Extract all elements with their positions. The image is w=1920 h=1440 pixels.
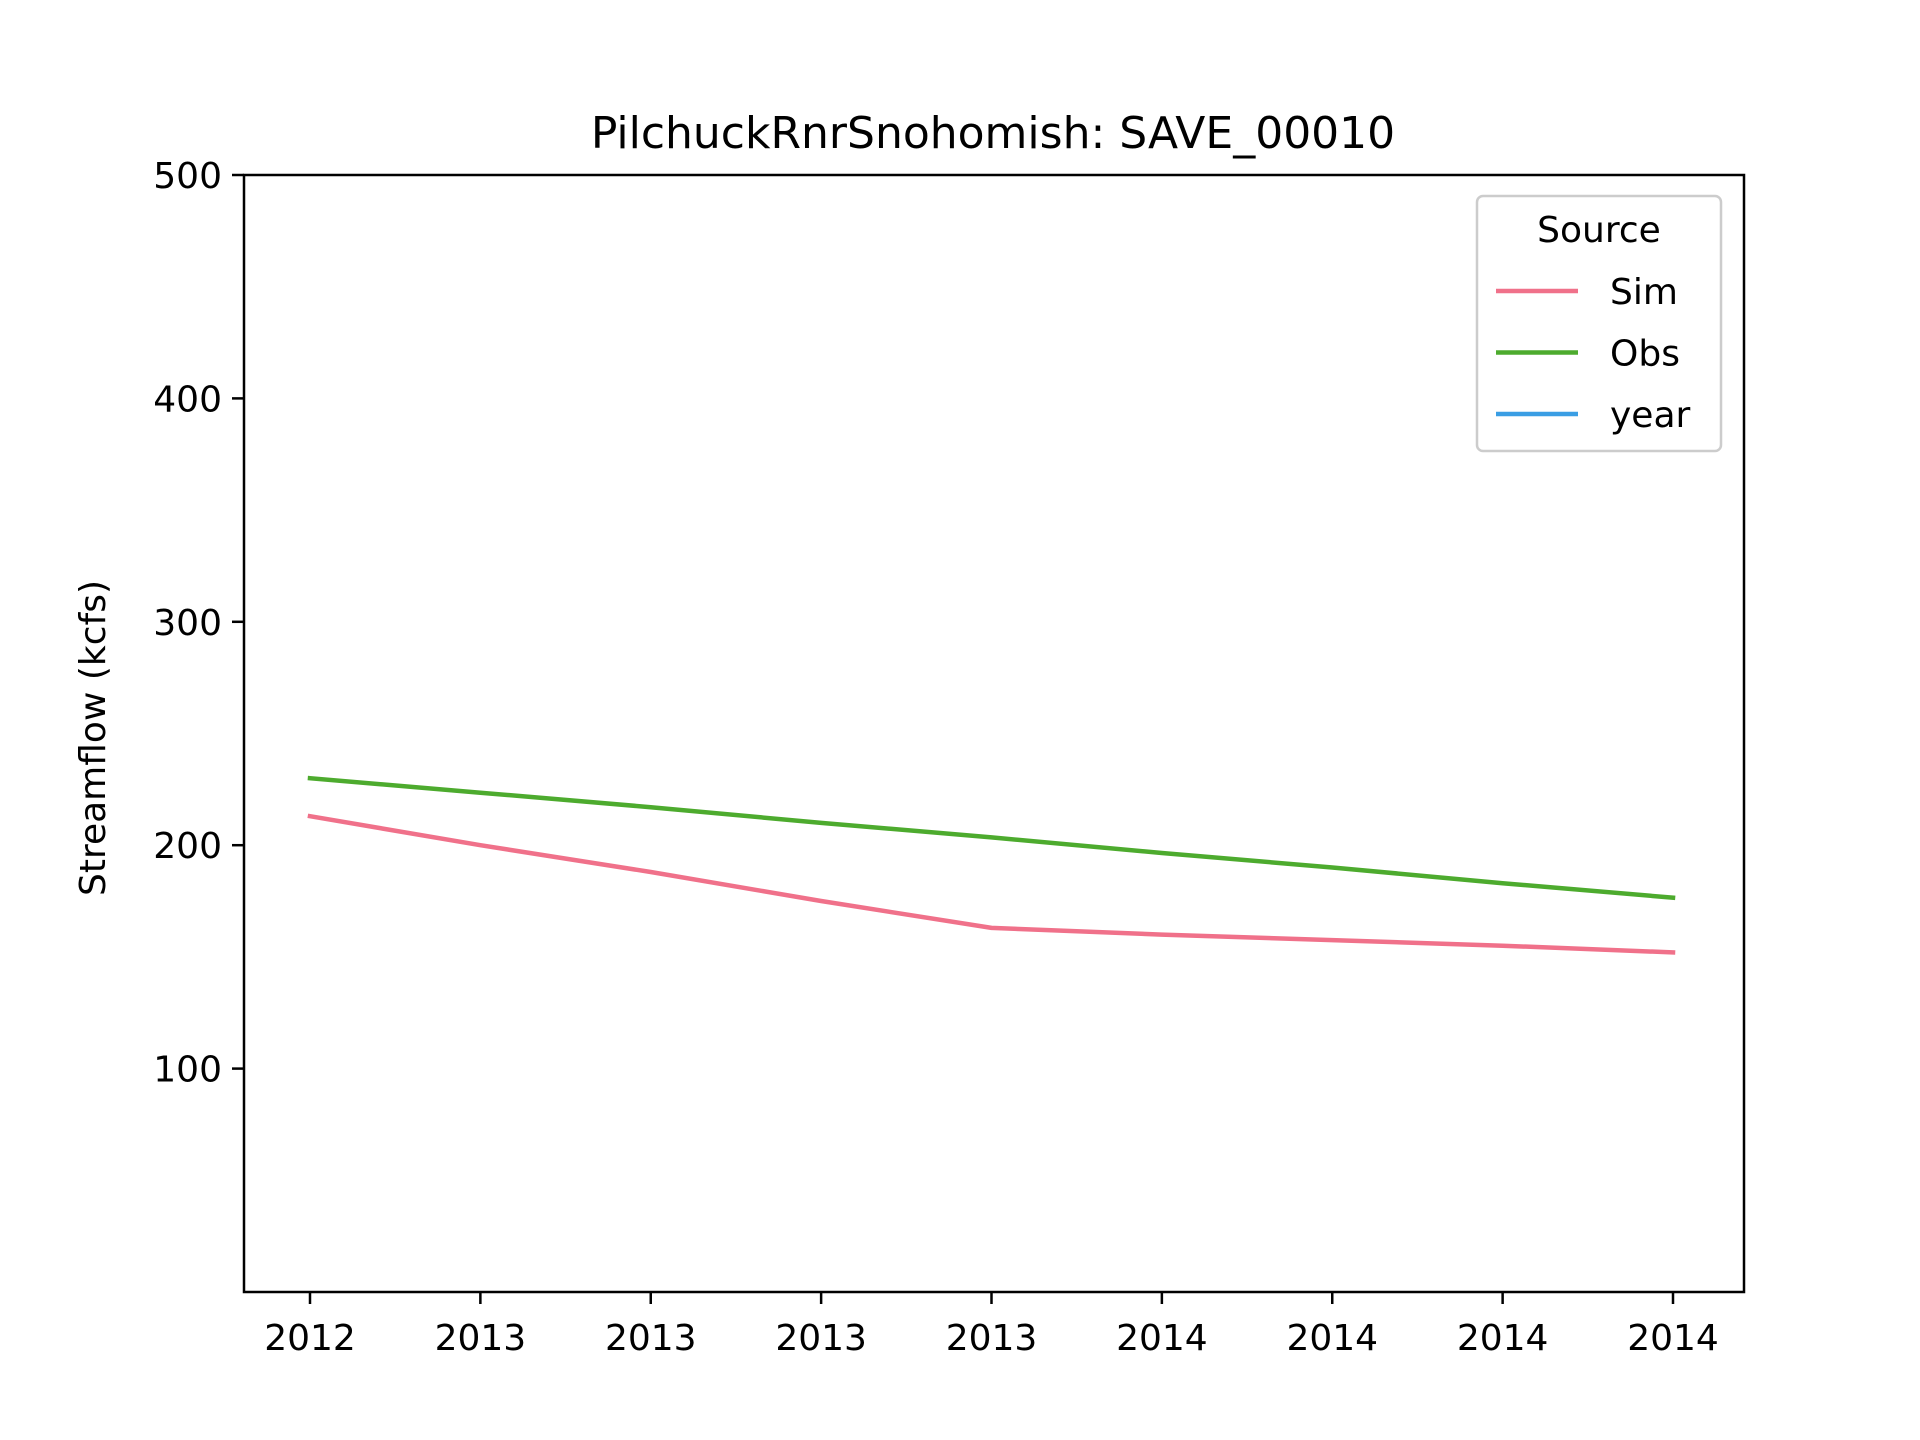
plot-area-frame xyxy=(242,173,1746,1294)
legend-entries: Sim Obs year xyxy=(1496,272,1691,436)
x-tick-label: 2014 xyxy=(1286,1318,1378,1359)
series-line-sim xyxy=(307,813,1676,955)
legend-label-year: year xyxy=(1610,395,1691,436)
legend-box xyxy=(1475,194,1723,453)
x-tick-label: 2013 xyxy=(775,1318,867,1359)
series-line-obs xyxy=(307,775,1676,901)
x-tick-label: 2013 xyxy=(605,1318,697,1359)
y-axis-label: Streamflow (kcfs) xyxy=(73,580,114,896)
legend-label-sim: Sim xyxy=(1610,272,1678,313)
series-layer xyxy=(307,775,1676,955)
y-axis-ticks: 100 200 300 400 500 xyxy=(153,156,244,1091)
y-tick-label: 100 xyxy=(153,1050,222,1091)
x-tick-label: 2013 xyxy=(435,1318,527,1359)
x-tick-label: 2014 xyxy=(1457,1318,1549,1359)
legend-title: Source xyxy=(1537,210,1661,251)
y-tick-label: 300 xyxy=(153,603,222,644)
x-tick-label: 2014 xyxy=(1627,1318,1719,1359)
legend-label-obs: Obs xyxy=(1610,334,1680,375)
x-tick-label: 2014 xyxy=(1116,1318,1208,1359)
chart-title: PilchuckRnrSnohomish: SAVE_00010 xyxy=(591,108,1395,159)
y-tick-label: 400 xyxy=(153,379,222,420)
x-tick-label: 2012 xyxy=(264,1318,356,1359)
y-tick-label: 500 xyxy=(153,156,222,197)
legend: Source Sim Obs year xyxy=(1475,194,1723,453)
x-axis-ticks: 2012 2013 2013 2013 2013 2014 2014 2014 2014 xyxy=(264,1292,1719,1359)
y-tick-label: 200 xyxy=(153,826,222,867)
x-tick-label: 2013 xyxy=(946,1318,1038,1359)
